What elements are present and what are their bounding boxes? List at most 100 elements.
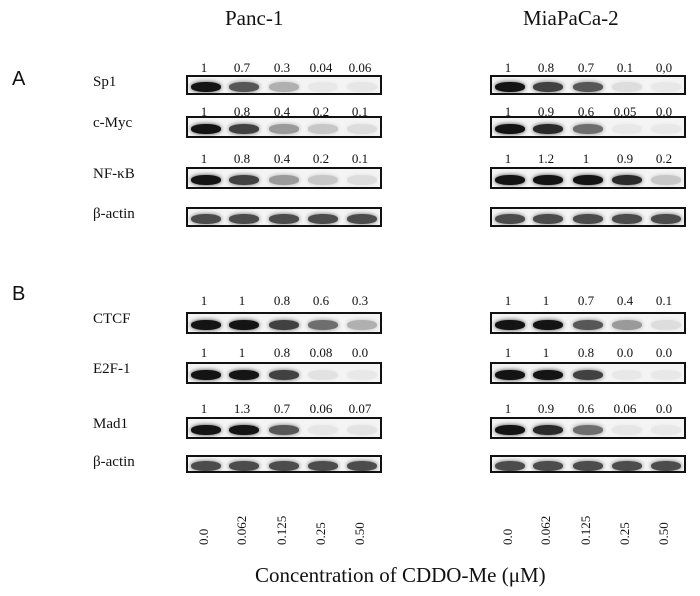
protein-label-6: Mad1 <box>93 416 128 432</box>
blot-3-col-1 <box>490 207 686 227</box>
blot-2-col-0 <box>186 167 382 189</box>
band-value: 1 <box>200 151 208 166</box>
band <box>229 124 259 134</box>
band <box>347 461 377 471</box>
band <box>269 214 299 224</box>
band <box>495 320 525 330</box>
band-value: 0.6 <box>312 293 330 308</box>
band-value: 0.8 <box>273 293 291 308</box>
band <box>347 370 377 380</box>
band <box>269 370 299 380</box>
band-value: 0.4 <box>273 151 291 166</box>
band <box>308 425 338 435</box>
concentration-label: 0.125 <box>578 515 593 545</box>
band <box>573 82 603 92</box>
band-value: 0.06 <box>348 60 372 75</box>
band-value: 1 <box>504 151 512 166</box>
band <box>651 461 681 471</box>
band <box>612 425 642 435</box>
band <box>612 175 642 185</box>
protein-label-2: NF-κB <box>93 166 135 182</box>
panel-letter-b: B <box>12 283 26 305</box>
band-value: 0.8 <box>273 345 291 360</box>
band <box>651 425 681 435</box>
band <box>269 461 299 471</box>
band <box>495 214 525 224</box>
concentration-label: 0.125 <box>274 515 289 545</box>
band <box>269 425 299 435</box>
band <box>347 175 377 185</box>
band <box>495 461 525 471</box>
band-value: 0,0 <box>655 60 673 75</box>
panel-letter-a: A <box>12 68 26 90</box>
column-title-0: Panc-1 <box>225 6 284 30</box>
band <box>533 425 563 435</box>
band-value: 0.0 <box>616 345 634 360</box>
band-value: 1 <box>542 293 550 308</box>
band-value: 0.06 <box>309 401 333 416</box>
band <box>308 175 338 185</box>
band <box>347 214 377 224</box>
band <box>573 425 603 435</box>
band <box>612 124 642 134</box>
band <box>651 370 681 380</box>
band <box>612 461 642 471</box>
concentration-label: 0.50 <box>352 522 367 545</box>
band <box>495 124 525 134</box>
band-value: 1 <box>200 345 208 360</box>
band <box>651 124 681 134</box>
band <box>533 461 563 471</box>
band <box>347 425 377 435</box>
band-value: 1 <box>200 60 208 75</box>
band-value: 0.7 <box>233 60 251 75</box>
band <box>573 320 603 330</box>
band <box>533 370 563 380</box>
protein-label-1: c-Myc <box>93 115 133 131</box>
band-value: 0.06 <box>613 401 637 416</box>
band-value: 0.2 <box>655 151 673 166</box>
blot-6-col-0 <box>186 417 382 439</box>
band <box>651 175 681 185</box>
band <box>308 124 338 134</box>
band-value: 0.2 <box>312 104 330 119</box>
band-value: 0.1 <box>616 60 634 75</box>
band <box>573 461 603 471</box>
band-value: 1 <box>200 401 208 416</box>
band <box>308 82 338 92</box>
band <box>191 370 221 380</box>
blot-1-col-1 <box>490 116 686 138</box>
band-value: 1 <box>504 345 512 360</box>
blot-4-col-0 <box>186 312 382 334</box>
band <box>229 425 259 435</box>
band-value: 1 <box>200 104 208 119</box>
band <box>612 320 642 330</box>
band <box>191 461 221 471</box>
band-value: 0.7 <box>577 293 595 308</box>
band <box>495 370 525 380</box>
blot-3-col-0 <box>186 207 382 227</box>
band <box>533 82 563 92</box>
concentration-label: 0.062 <box>538 515 553 545</box>
band <box>229 320 259 330</box>
band-value: 1 <box>238 293 246 308</box>
protein-label-4: CTCF <box>93 311 131 327</box>
band-value: 1 <box>504 60 512 75</box>
band-value: 1.3 <box>233 401 251 416</box>
band-value: 0.2 <box>312 151 330 166</box>
band <box>308 320 338 330</box>
band <box>191 82 221 92</box>
column-title-1: MiaPaCa-2 <box>523 6 619 30</box>
blot-5-col-1 <box>490 362 686 384</box>
band <box>229 175 259 185</box>
band <box>533 320 563 330</box>
band <box>191 214 221 224</box>
band <box>229 82 259 92</box>
blot-6-col-1 <box>490 417 686 439</box>
band-value: 0.1 <box>351 151 369 166</box>
band <box>269 175 299 185</box>
band <box>229 461 259 471</box>
band <box>495 175 525 185</box>
band-value: 1 <box>504 104 512 119</box>
band <box>533 175 563 185</box>
band-value: 0.6 <box>577 401 595 416</box>
